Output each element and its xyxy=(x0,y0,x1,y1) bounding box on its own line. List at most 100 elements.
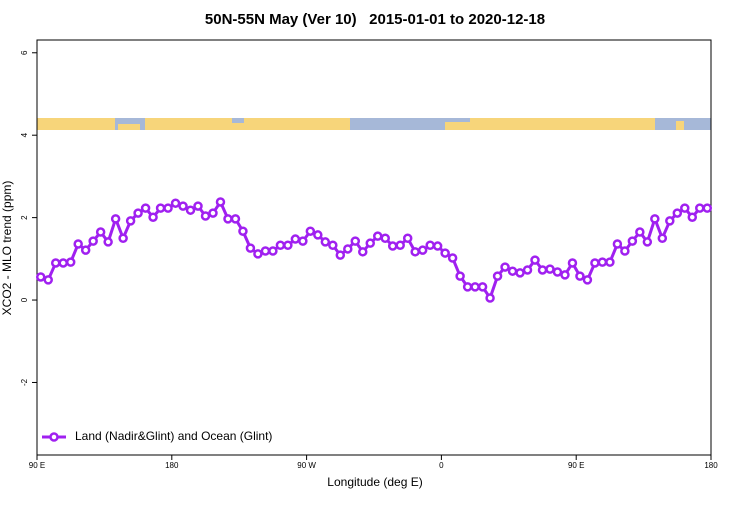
data-point xyxy=(193,201,203,211)
data-point xyxy=(223,214,233,224)
data-point xyxy=(500,262,510,272)
data-point xyxy=(485,293,495,303)
data-point xyxy=(417,245,428,255)
x-tick-label: 90 E xyxy=(29,461,45,470)
data-point xyxy=(283,240,293,250)
data-point xyxy=(605,257,615,267)
data-point xyxy=(470,282,480,292)
data-point xyxy=(238,226,248,236)
y-tick-label: 4 xyxy=(20,132,29,137)
data-point xyxy=(35,272,46,282)
data-point xyxy=(88,236,98,246)
legend-marker xyxy=(49,432,59,442)
data-point xyxy=(687,212,698,222)
data-point xyxy=(305,226,316,236)
y-axis-label: XCO2 - MLO trend (ppm) xyxy=(0,181,14,316)
data-point xyxy=(335,250,346,260)
data-point xyxy=(650,214,660,224)
data-point xyxy=(387,241,398,251)
data-point xyxy=(80,245,91,255)
data-point xyxy=(245,243,256,253)
data-point xyxy=(627,236,638,246)
data-point xyxy=(58,258,68,268)
data-point xyxy=(665,216,675,226)
data-point xyxy=(110,214,121,224)
data-point xyxy=(672,208,683,218)
data-point xyxy=(620,246,630,256)
data-point xyxy=(320,237,331,247)
data-point xyxy=(507,266,518,276)
x-tick-label: 90 E xyxy=(568,461,584,470)
data-point xyxy=(65,257,76,267)
data-point xyxy=(402,233,413,243)
data-point xyxy=(575,271,585,281)
y-tick-label: 2 xyxy=(20,215,29,220)
data-point xyxy=(395,240,405,250)
data-point xyxy=(680,203,690,213)
data-point xyxy=(657,233,668,243)
x-tick-label: 180 xyxy=(704,461,718,470)
data-point xyxy=(695,203,705,213)
data-point xyxy=(298,236,308,246)
data-point xyxy=(140,203,151,213)
x-tick-label: 0 xyxy=(439,461,444,470)
data-point xyxy=(215,197,226,207)
data-point xyxy=(95,227,106,237)
data-point xyxy=(118,233,128,243)
data-point xyxy=(432,241,443,251)
data-point xyxy=(73,239,83,249)
land-ocean-strip xyxy=(37,118,711,130)
data-point xyxy=(358,247,368,257)
y-tick-label: 0 xyxy=(20,297,29,302)
y-tick-label: -2 xyxy=(20,378,29,386)
data-point xyxy=(43,275,53,285)
data-point xyxy=(133,208,143,218)
data-point xyxy=(425,240,435,250)
data-point xyxy=(290,234,301,244)
data-point xyxy=(582,275,593,285)
x-axis-label: Longitude (deg E) xyxy=(327,475,422,489)
data-point xyxy=(230,214,241,224)
data-point xyxy=(365,238,376,248)
legend-label: Land (Nadir&Glint) and Ocean (Glint) xyxy=(75,429,272,443)
data-point xyxy=(103,237,113,247)
data-point xyxy=(440,248,450,258)
data-point xyxy=(462,282,473,292)
data-point xyxy=(522,265,533,275)
data-point xyxy=(560,270,570,280)
data-point xyxy=(515,268,525,278)
data-point xyxy=(50,258,61,268)
data-point xyxy=(612,239,623,249)
data-point xyxy=(642,237,653,247)
data-point xyxy=(492,271,503,281)
data-point xyxy=(552,267,563,277)
x-tick-label: 90 W xyxy=(297,461,316,470)
data-point xyxy=(410,247,420,257)
data-point xyxy=(372,231,383,241)
data-point xyxy=(313,230,323,240)
data-point xyxy=(163,203,173,213)
data-point xyxy=(275,240,286,250)
data-point xyxy=(148,212,158,222)
data-point xyxy=(155,203,166,213)
data-point xyxy=(208,208,218,218)
data-point xyxy=(447,253,458,263)
data-point xyxy=(268,246,278,256)
data-point xyxy=(185,205,196,215)
data-point xyxy=(702,203,713,213)
data-point xyxy=(455,271,465,281)
data-point xyxy=(537,265,548,275)
data-point xyxy=(253,249,263,259)
data-point xyxy=(260,246,271,256)
data-point xyxy=(343,244,353,254)
chart-title: 50N-55N May (Ver 10) 2015-01-01 to 2020-… xyxy=(205,11,545,28)
data-point xyxy=(380,233,390,243)
data-point xyxy=(125,216,136,226)
data-point xyxy=(170,198,181,208)
data-point xyxy=(590,258,600,268)
data-point xyxy=(567,258,578,268)
y-tick-label: 6 xyxy=(20,50,29,55)
x-tick-label: 180 xyxy=(165,461,179,470)
data-point xyxy=(545,264,555,274)
